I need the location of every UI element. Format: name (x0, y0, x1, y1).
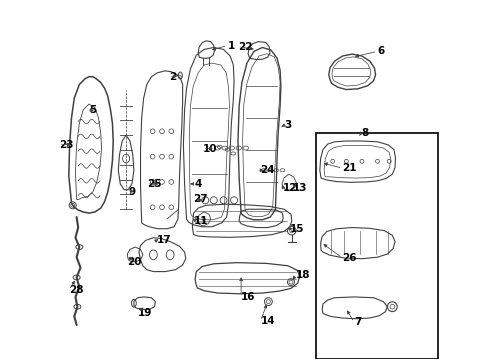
Text: 15: 15 (290, 224, 305, 234)
Text: 7: 7 (354, 317, 362, 327)
Text: 27: 27 (194, 194, 208, 204)
Text: 21: 21 (343, 163, 357, 173)
Text: 22: 22 (238, 42, 252, 52)
Text: 6: 6 (377, 46, 385, 57)
Text: 17: 17 (156, 235, 171, 246)
Bar (316, 133, 438, 359)
Text: 5: 5 (89, 105, 97, 115)
Text: 1: 1 (227, 41, 235, 50)
Text: 14: 14 (261, 316, 275, 326)
Text: 13: 13 (293, 183, 307, 193)
Text: 24: 24 (261, 165, 275, 175)
Text: 4: 4 (195, 179, 202, 189)
Text: 8: 8 (361, 128, 368, 138)
Text: 12: 12 (283, 183, 298, 193)
Text: 3: 3 (284, 121, 291, 130)
Text: 23: 23 (59, 140, 73, 150)
Text: 19: 19 (138, 307, 152, 318)
Text: 11: 11 (194, 216, 208, 226)
Text: 9: 9 (129, 187, 136, 197)
Text: 28: 28 (69, 285, 83, 295)
Text: 25: 25 (147, 179, 161, 189)
Text: 16: 16 (241, 292, 256, 302)
Text: 18: 18 (295, 270, 310, 280)
Text: 20: 20 (127, 257, 142, 267)
Text: 26: 26 (343, 253, 357, 263)
Text: 10: 10 (203, 144, 218, 154)
Text: 2: 2 (169, 72, 176, 82)
